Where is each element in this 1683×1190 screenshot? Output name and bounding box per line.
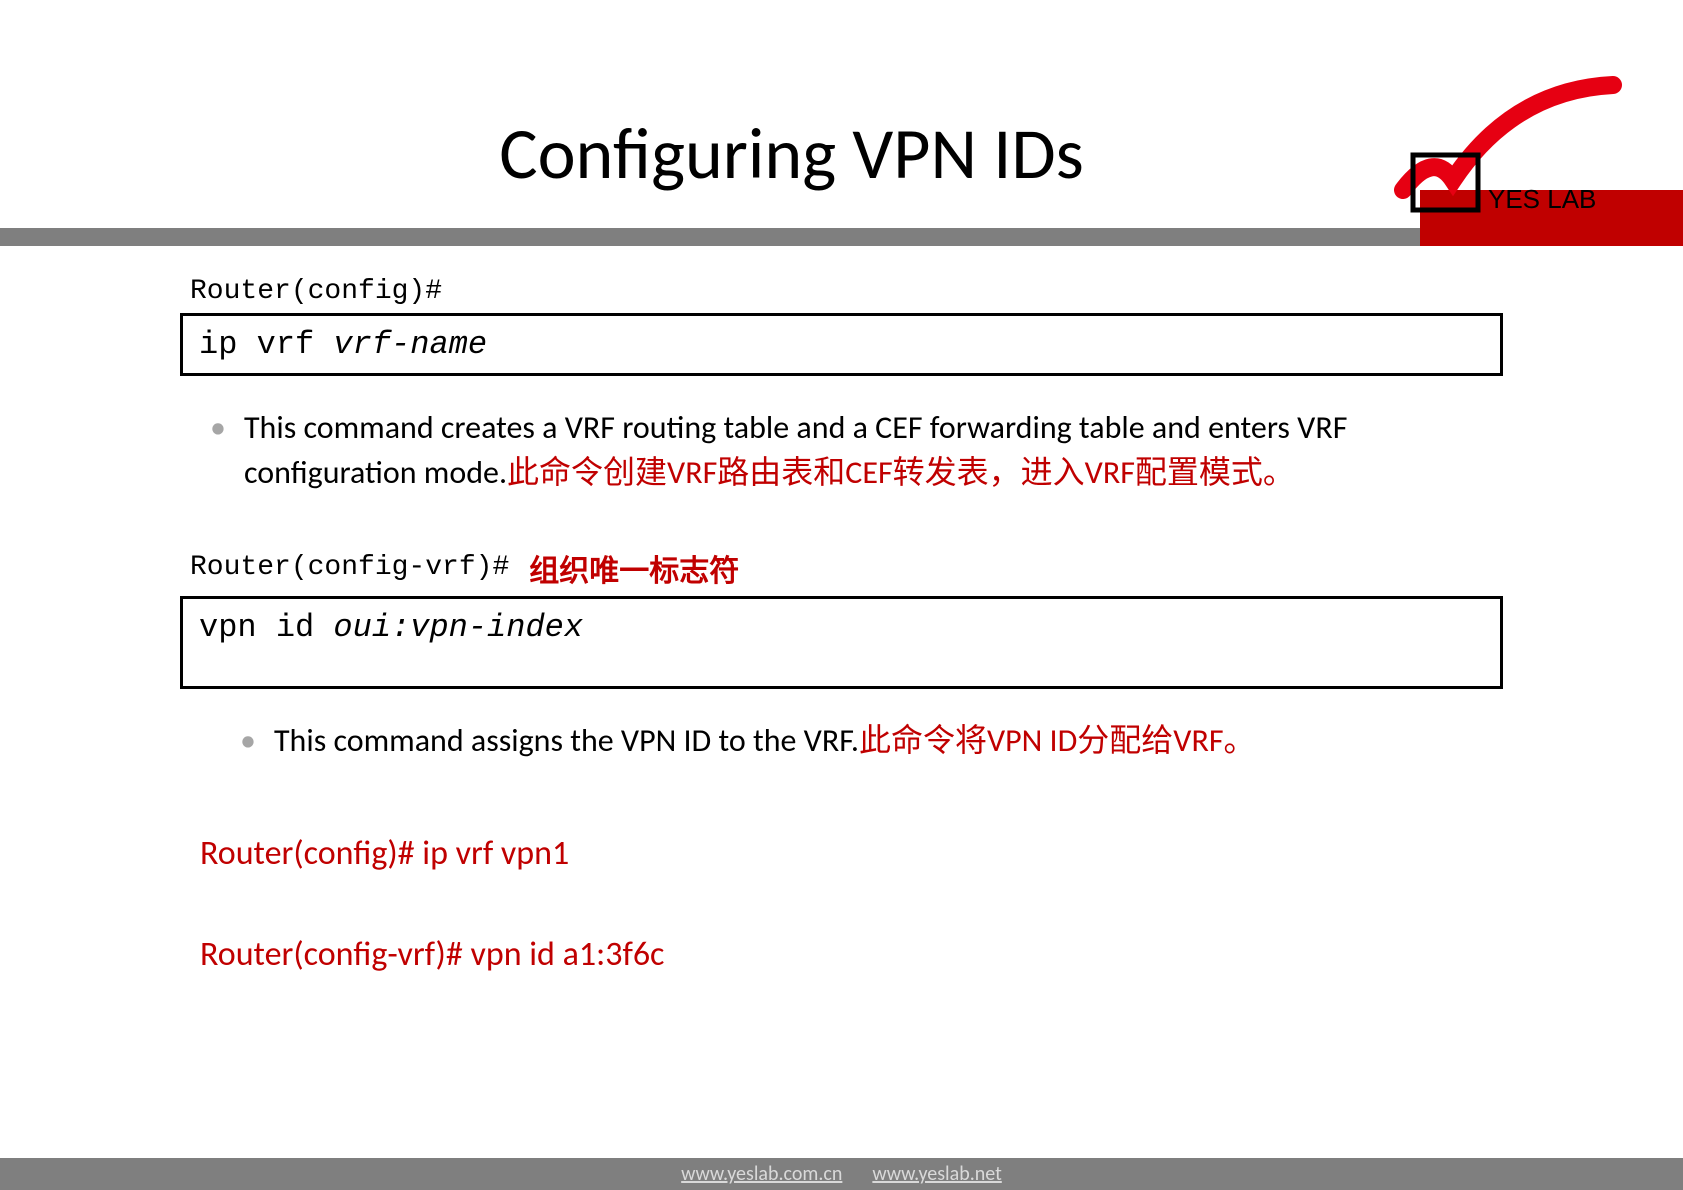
example-line-2: Router(config-vrf)# vpn id a1:3f6c [200,934,1503,975]
content-area: Router(config)# ip vrf vrf-name • This c… [0,246,1683,975]
header-divider [0,228,1683,246]
command-box-1: ip vrf vrf-name [180,313,1503,376]
footer-link-1[interactable]: www.yeslab.com.cn [681,1162,842,1186]
footer-bar: www.yeslab.com.cn www.yeslab.net [0,1158,1683,1190]
bullet-1: • This command creates a VRF routing tab… [210,406,1503,496]
prompt-row-2: Router(config-vrf)# 组织唯一标志符 [190,546,1503,590]
prompt-config-vrf: Router(config-vrf)# [190,552,509,583]
bullet2-text: This command assigns the VPN ID to the V… [274,719,1256,764]
annotation-oui: 组织唯一标志符 [529,546,739,590]
command-box-2: vpn id oui:vpn-index [180,596,1503,689]
bullet1-red: 此命令创建VRF路由表和CEF转发表，进入VRF配置模式。 [507,453,1295,492]
bullet1-text: This command creates a VRF routing table… [244,406,1503,496]
header-bar-gray [0,228,1420,246]
bullet2-black: This command assigns the VPN ID to the V… [274,721,859,760]
bullet-dot-icon: • [210,406,226,451]
logo-text: YES LAB [1488,184,1596,214]
bullet-dot-icon: • [240,719,256,764]
logo: YES LAB [1383,70,1623,220]
command1-arg: vrf-name [333,326,487,363]
command1-fixed: ip vrf [199,326,333,363]
bullet-2: • This command assigns the VPN ID to the… [240,719,1503,764]
slide-container: YES LAB Configuring VPN IDs Router(confi… [0,0,1683,1190]
example-line-1: Router(config)# ip vrf vpn1 [200,833,1503,874]
command2-arg: oui:vpn-index [333,609,583,646]
command2-fixed: vpn id [199,609,333,646]
footer-link-2[interactable]: www.yeslab.net [872,1162,1001,1186]
prompt-config: Router(config)# [190,276,1503,307]
bullet2-red: 此命令将VPN ID分配给VRF。 [859,721,1256,760]
